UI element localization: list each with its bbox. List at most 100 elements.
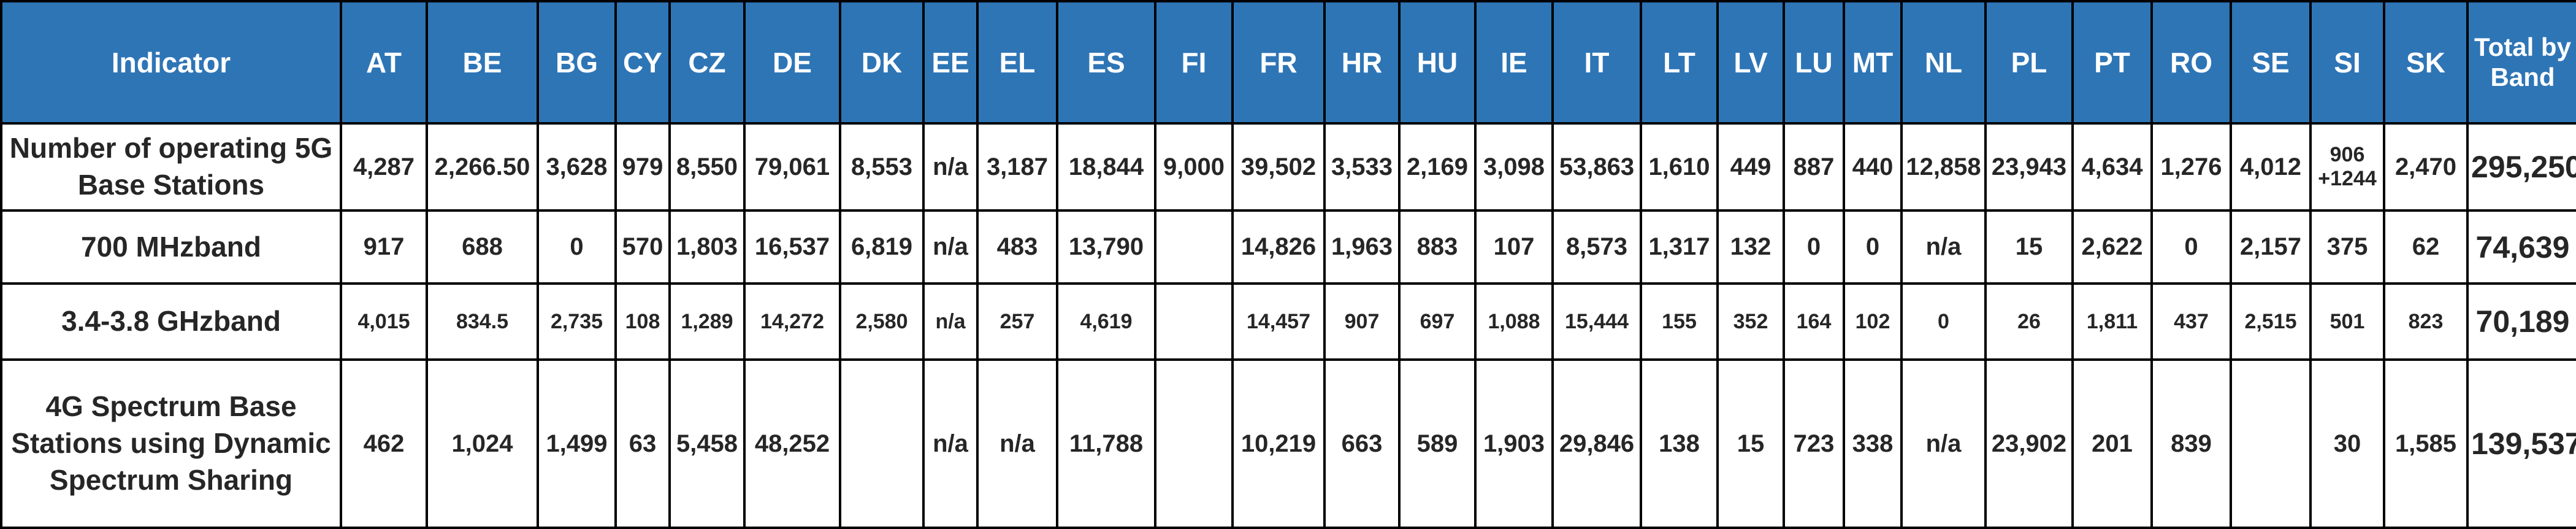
table-cell: 1,811 <box>2071 282 2153 361</box>
table-cell: 11,788 <box>1056 358 1156 529</box>
table-cell: 437 <box>2150 282 2232 361</box>
header-country: DE <box>743 0 841 125</box>
table-cell: 589 <box>1398 358 1477 529</box>
table-cell: 570 <box>614 209 671 285</box>
header-country: BG <box>537 0 617 125</box>
table-cell: 697 <box>1398 282 1477 361</box>
table-cell: 723 <box>1783 358 1845 529</box>
total-cell: 70,189 <box>2466 282 2576 361</box>
table-cell: 18,844 <box>1056 122 1156 212</box>
header-country: FR <box>1231 0 1326 125</box>
table-cell: n/a <box>922 209 979 285</box>
table-row: Number of operating 5G Base Stations 4,2… <box>0 122 2576 212</box>
header-country: LT <box>1640 0 1719 125</box>
table-cell: 62 <box>2383 209 2469 285</box>
table-cell: 29,846 <box>1551 358 1642 529</box>
table-cell: 2,470 <box>2383 122 2469 212</box>
table-cell: 0 <box>1843 209 1903 285</box>
table-cell: 14,272 <box>743 282 841 361</box>
header-country: EL <box>976 0 1058 125</box>
table-cell: 15 <box>1716 358 1785 529</box>
table-cell: 4,012 <box>2230 122 2312 212</box>
table-cell: 30 <box>2309 358 2385 529</box>
row-label: 700 MHzband <box>0 209 342 285</box>
header-country: FI <box>1154 0 1234 125</box>
table-cell: 483 <box>976 209 1058 285</box>
table-cell: 4,619 <box>1056 282 1156 361</box>
table-cell: 1,963 <box>1323 209 1401 285</box>
table-cell: 63 <box>614 358 671 529</box>
table-cell <box>839 358 925 529</box>
row-label: 4G Spectrum Base Stations using Dynamic … <box>0 358 342 529</box>
header-total-by-band: Total by Band <box>2466 0 2576 125</box>
table-cell: n/a <box>976 358 1058 529</box>
table-cell: 2,622 <box>2071 209 2153 285</box>
table-cell: 8,573 <box>1551 209 1642 285</box>
table-cell: 1,803 <box>668 209 746 285</box>
table-cell: 1,585 <box>2383 358 2469 529</box>
table-row: 3.4-3.8 GHzband 4,015 834.5 2,735 108 1,… <box>0 282 2576 361</box>
table-cell: 0 <box>1900 282 1987 361</box>
table-cell: 6,819 <box>839 209 925 285</box>
table-cell: 12,858 <box>1900 122 1987 212</box>
table-cell: 2,169 <box>1398 122 1477 212</box>
header-country: SI <box>2309 0 2385 125</box>
table-cell: 3,098 <box>1474 122 1554 212</box>
table-cell: 440 <box>1843 122 1903 212</box>
table-cell: n/a <box>1900 209 1987 285</box>
table-cell: 4,015 <box>340 282 428 361</box>
table-cell: 2,735 <box>537 282 617 361</box>
table-cell <box>1154 358 1234 529</box>
table-cell: 834.5 <box>426 282 539 361</box>
table-cell: 5,458 <box>668 358 746 529</box>
row-label: Number of operating 5G Base Stations <box>0 122 342 212</box>
table-cell: n/a <box>922 282 979 361</box>
table-cell: 53,863 <box>1551 122 1642 212</box>
table-cell: 155 <box>1640 282 1719 361</box>
table-cell: 823 <box>2383 282 2469 361</box>
table-cell: 107 <box>1474 209 1554 285</box>
table-cell <box>1154 282 1234 361</box>
table-cell: 39,502 <box>1231 122 1326 212</box>
total-cell: 295,250 <box>2466 122 2576 212</box>
table-cell: 1,610 <box>1640 122 1719 212</box>
row-label: 3.4-3.8 GHzband <box>0 282 342 361</box>
table-cell: 839 <box>2150 358 2232 529</box>
table-cell: 907 <box>1323 282 1401 361</box>
table-cell: 0 <box>2150 209 2232 285</box>
table-cell: 2,266.50 <box>426 122 539 212</box>
table-cell: 201 <box>2071 358 2153 529</box>
table-cell: 164 <box>1783 282 1845 361</box>
table-cell: 26 <box>1984 282 2074 361</box>
table-cell: 10,219 <box>1231 358 1326 529</box>
table-cell: 108 <box>614 282 671 361</box>
table-row: 4G Spectrum Base Stations using Dynamic … <box>0 358 2576 529</box>
table-cell: 16,537 <box>743 209 841 285</box>
table-cell: 14,826 <box>1231 209 1326 285</box>
table-cell: 906 +1244 <box>2309 122 2385 212</box>
table-row: 700 MHzband 917 688 0 570 1,803 16,537 6… <box>0 209 2576 285</box>
table-cell: 663 <box>1323 358 1401 529</box>
table-cell: 8,553 <box>839 122 925 212</box>
table-cell: 2,515 <box>2230 282 2312 361</box>
table-cell: 0 <box>1783 209 1845 285</box>
table-cell: 3,533 <box>1323 122 1401 212</box>
header-indicator: Indicator <box>0 0 342 125</box>
header-country: EE <box>922 0 979 125</box>
header-country: NL <box>1900 0 1987 125</box>
table-cell: 462 <box>340 358 428 529</box>
header-country: RO <box>2150 0 2232 125</box>
header-country: PL <box>1984 0 2074 125</box>
table-cell: 352 <box>1716 282 1785 361</box>
header-country: ES <box>1056 0 1156 125</box>
table-cell: 4,287 <box>340 122 428 212</box>
table-cell: 15,444 <box>1551 282 1642 361</box>
table-cell: 48,252 <box>743 358 841 529</box>
table-cell: 688 <box>426 209 539 285</box>
header-country: HU <box>1398 0 1477 125</box>
table-cell: 15 <box>1984 209 2074 285</box>
header-country: BE <box>426 0 539 125</box>
table-cell: 917 <box>340 209 428 285</box>
table-cell: 338 <box>1843 358 1903 529</box>
